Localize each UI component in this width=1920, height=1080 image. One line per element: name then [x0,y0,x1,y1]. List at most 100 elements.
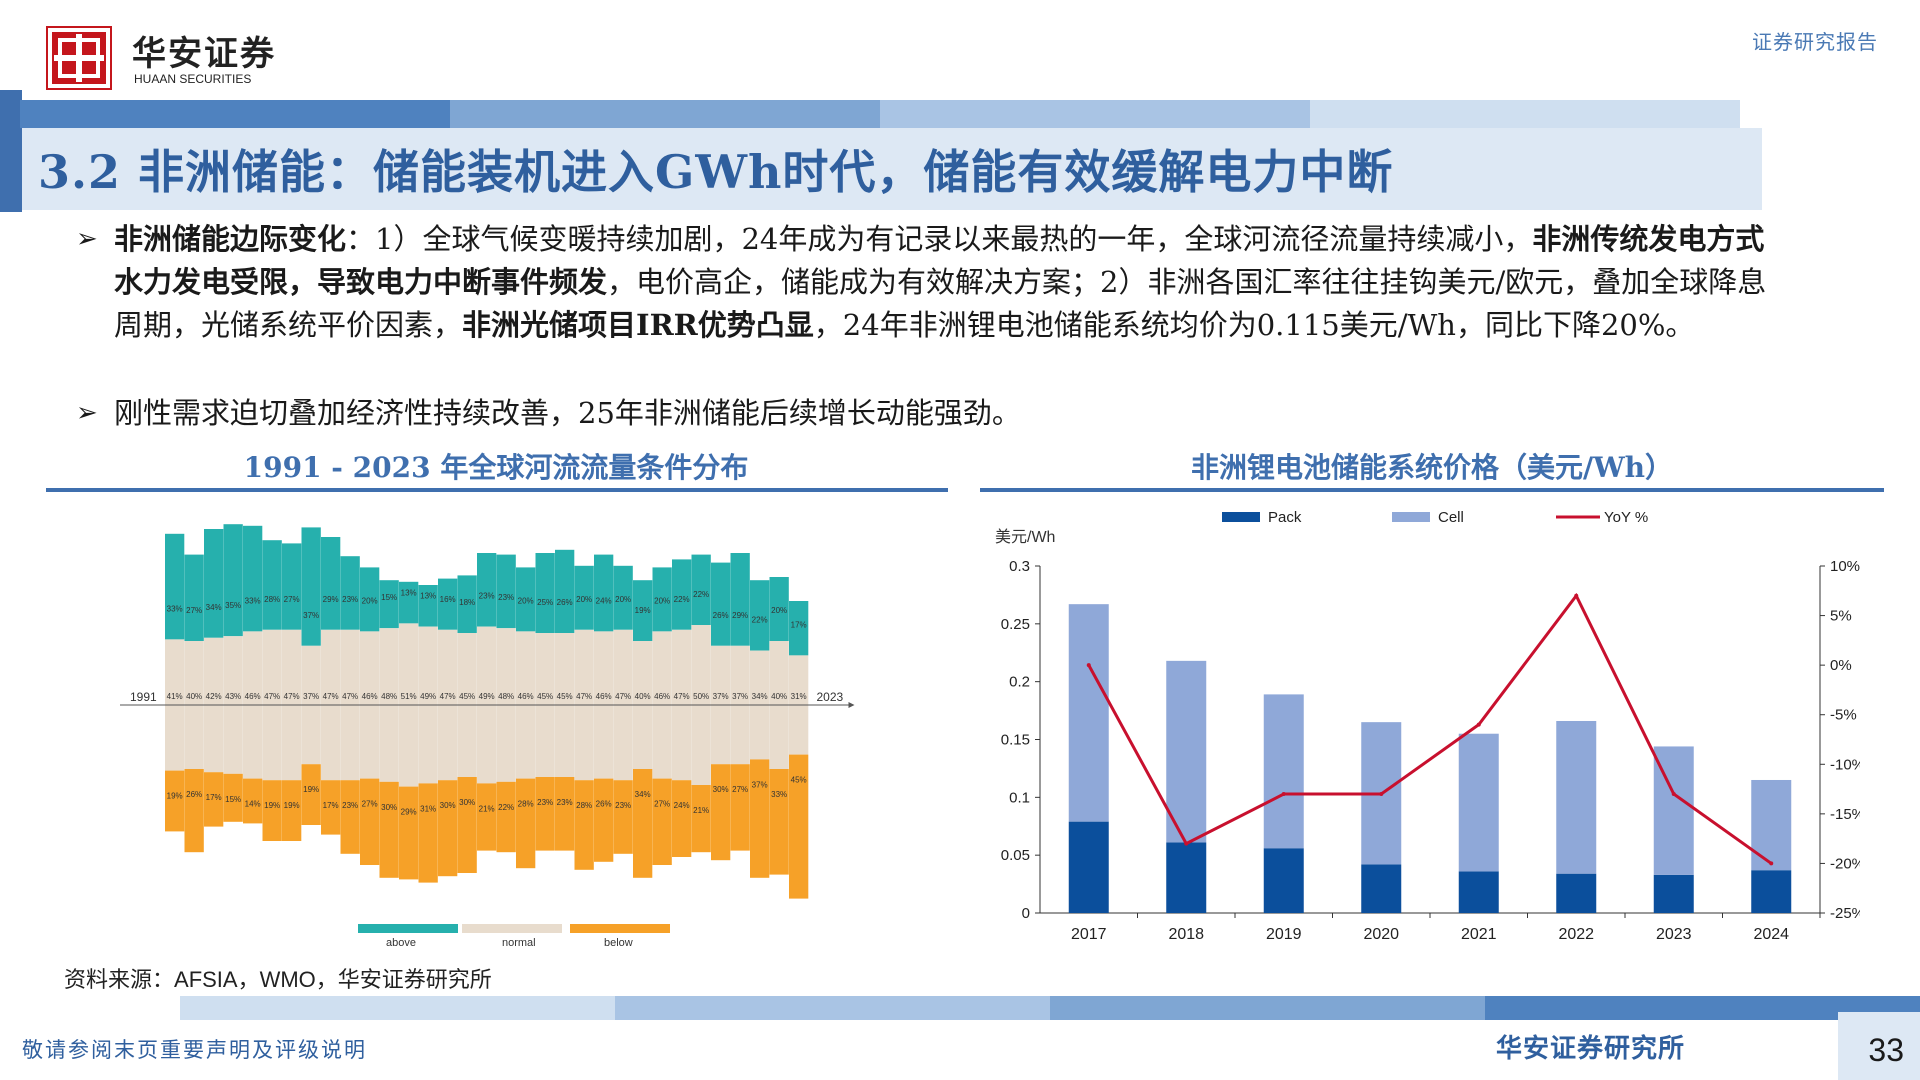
bar-below [243,778,263,824]
bar-below [204,772,224,827]
x-tick-label: 2017 [1071,926,1107,943]
label-below: 21% [479,804,495,813]
bar-below [165,770,185,832]
battery-price-chart: 美元/Wh 0 0.05 0.1 0.15 0.2 0.25 0.3 10% 5% 0% -5% -10… [995,509,1860,943]
legend-swatch-pack [1222,512,1260,522]
label-normal: 37% [303,692,319,701]
bar-pack [1361,864,1402,913]
x-tick-label: 2018 [1168,926,1204,943]
bar-above [301,527,321,646]
bar-below [633,769,653,878]
bar-cell [1263,694,1304,849]
bullet-1-bold-1: 非洲传统发电方式水力发电受限，导致电力中断事件频发 [114,222,1765,299]
yoy-point [1184,841,1189,846]
x-tick-label: 2020 [1363,926,1399,943]
yoy-point [1086,663,1091,668]
bar-above [223,524,243,637]
label-above: 17% [791,620,807,629]
bar-pack [1166,842,1207,913]
bar-below [321,780,341,835]
y2-tick-label: 0% [1830,657,1852,674]
page-number-box [1838,1012,1920,1080]
bar-below [301,764,321,825]
label-below: 27% [654,800,670,809]
bullet-1-heading: 非洲储能边际变化 [114,222,347,256]
label-below: 23% [537,798,553,807]
bar-below [652,778,672,865]
label-below: 30% [713,785,729,794]
x-end-label: 2023 [817,690,844,704]
label-normal: 46% [362,692,378,701]
bar-pack [1751,870,1792,913]
y-tick-label: 0.15 [1001,732,1030,749]
arrow-icon: ➢ [76,224,98,254]
bar-above [789,601,809,656]
page-title: 3.2 非洲储能：储能装机进入GWh时代，储能有效缓解电力中断 [38,145,1394,199]
bar-pack [1653,874,1694,913]
x-tick-label: 2022 [1558,926,1594,943]
bar-below [184,769,204,853]
bullet-item-1: ➢ 非洲储能边际变化：1）全球气候变暖持续加剧，24年成为有记录以来最热的一年，… [76,218,1776,347]
source-label: 资料来源： [64,968,175,993]
bar-pack [1458,871,1499,913]
bar-below [496,781,516,853]
page-number: 33 [1868,1032,1904,1068]
river-flow-chart: 33% 41% 19% 27% 40% 26% 34% 42% 17% 35% 43% 15% 33% 4… [120,524,855,949]
label-normal: 40% [186,692,202,701]
y2-tick-label: -5% [1830,707,1857,724]
bar-below [691,785,711,853]
label-above: 27% [186,606,202,615]
label-below: 17% [206,793,222,802]
bar-above [613,565,633,630]
label-below: 26% [596,800,612,809]
label-normal: 46% [518,692,534,701]
bar-above [730,553,750,646]
label-normal: 47% [440,692,456,701]
label-normal: 46% [245,692,261,701]
bar-above [418,585,438,627]
label-below: 27% [732,785,748,794]
label-above: 29% [323,595,339,604]
label-below: 31% [420,804,436,813]
bar-above [691,554,711,625]
bar-below [340,780,360,854]
label-above: 22% [752,616,768,625]
bar-below [613,780,633,854]
x-tick-label: 2024 [1753,926,1789,943]
label-below: 19% [284,801,300,810]
label-above: 23% [342,595,358,604]
label-below: 19% [167,792,183,801]
label-below: 15% [225,795,241,804]
bar-above [516,567,536,632]
label-below: 30% [440,801,456,810]
bar-below [379,781,399,878]
label-below: 17% [323,801,339,810]
bullet-1-text-1: ：1）全球气候变暖持续加剧，24年成为有记录以来最热的一年，全球河流径流量持续减… [346,222,1533,256]
bar-below [672,780,692,857]
label-normal: 46% [654,692,670,701]
label-below: 26% [186,790,202,799]
y-axis-title: 美元/Wh [995,528,1055,546]
y2-tick-label: 10% [1830,558,1860,575]
label-above: 20% [654,596,670,605]
label-above: 35% [225,601,241,610]
label-above: 23% [479,592,495,601]
yoy-point [1379,792,1384,797]
arrow-icon: ➢ [76,398,98,428]
label-above: 34% [206,603,222,612]
label-normal: 47% [284,692,300,701]
bar-below [516,778,536,869]
label-below: 22% [498,803,514,812]
bar-cell [1166,660,1207,843]
bar-above [496,554,516,629]
brand-logo [46,26,112,90]
label-below: 23% [557,798,573,807]
bar-below [535,777,555,851]
label-above: 25% [537,598,553,607]
bar-below [594,778,614,862]
x-start-label: 1991 [130,690,157,704]
label-normal: 51% [401,692,417,701]
label-normal: 37% [713,692,729,701]
y2-tick-label: -25% [1830,905,1860,922]
y2-tick-label: -15% [1830,806,1860,823]
